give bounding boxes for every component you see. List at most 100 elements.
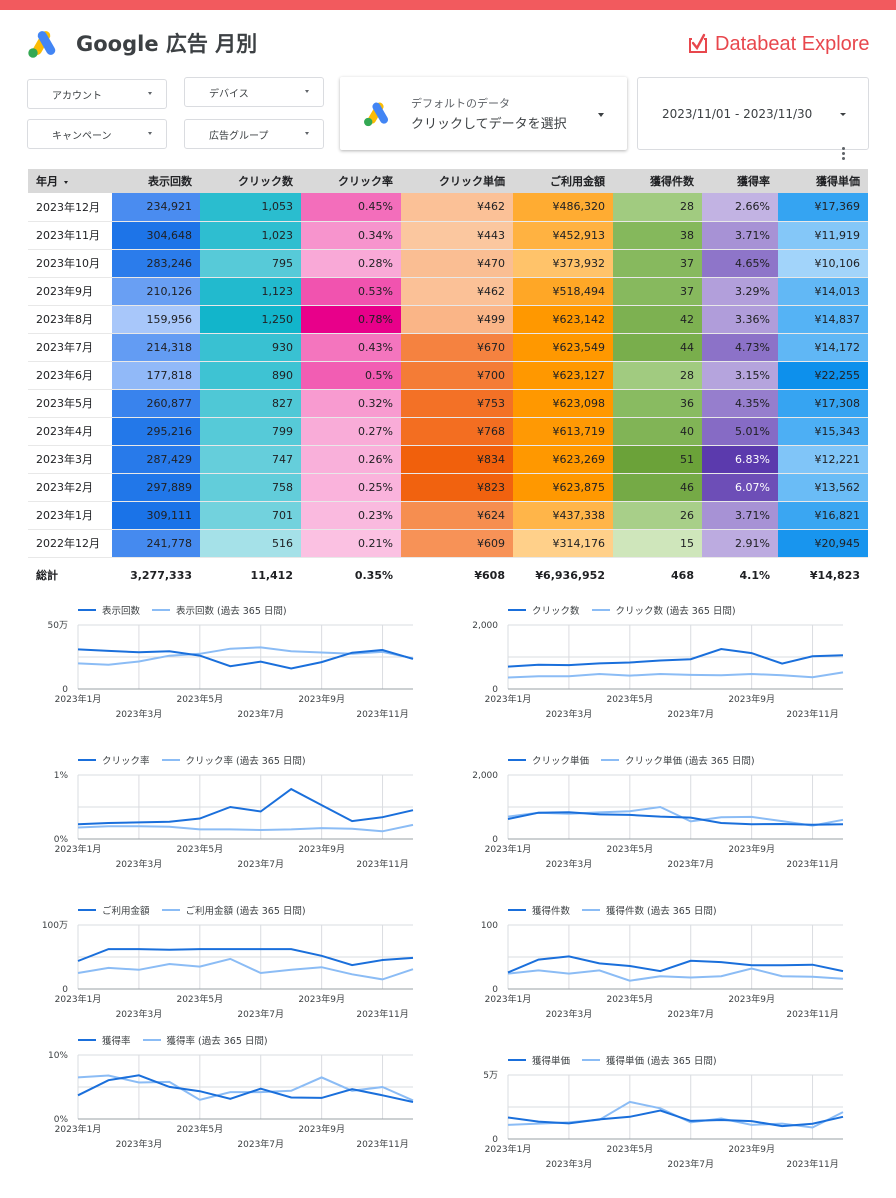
series-previous-line[interactable]: [507, 671, 844, 679]
total-cell: 468: [613, 557, 702, 593]
account-filter[interactable]: アカウント: [27, 79, 167, 109]
table-cell: 4.35%: [702, 389, 778, 418]
legend-swatch: [161, 909, 180, 911]
chart-legend: 表示回数 表示回数 (過去 365 日間): [78, 603, 299, 617]
legend-swatch: [508, 1059, 526, 1061]
table-row: 2023年9月 210,126 1,123 0.53% ¥462 ¥518,494 37 3.…: [28, 277, 868, 306]
table-row: 2023年5月 260,877 827 0.32% ¥753 ¥623,098 36 4.35…: [28, 389, 868, 418]
table-cell: 3.36%: [702, 305, 778, 334]
series-previous-line[interactable]: [507, 805, 844, 827]
series-previous-line[interactable]: [77, 823, 414, 833]
x-tick-label: 2023年7月: [667, 858, 714, 870]
series-previous-line[interactable]: [77, 646, 414, 666]
data-source-select-label: クリックしてデータを選択: [411, 117, 567, 132]
total-cell: 3,277,333: [112, 557, 200, 593]
adgroup-filter[interactable]: 広告グループ: [184, 119, 324, 149]
legend-item[interactable]: 獲得件数 (過去 365 日間): [582, 903, 717, 917]
series-current-line[interactable]: [507, 955, 844, 974]
table-cell: 0.21%: [301, 529, 401, 558]
row-month-cell: 2023年5月: [28, 389, 112, 418]
table-cell: 28: [613, 361, 702, 390]
table-cell: 6.83%: [702, 445, 778, 474]
series-current-line[interactable]: [507, 1109, 844, 1128]
legend-item[interactable]: 表示回数: [78, 603, 140, 617]
x-tick-label: 2023年7月: [237, 708, 284, 720]
y-tick-label: 100: [481, 921, 498, 931]
table-cell: 283,246: [112, 249, 200, 278]
legend-item[interactable]: クリック数 (過去 365 日間): [591, 603, 736, 617]
legend-label: クリック単価: [532, 756, 590, 767]
column-header-conversions[interactable]: 獲得件数: [613, 169, 702, 193]
google-ads-icon: [364, 102, 388, 127]
y-tick-label: 10%: [48, 1051, 68, 1061]
legend-item[interactable]: 獲得率: [78, 1033, 131, 1047]
legend-item[interactable]: 表示回数 (過去 365 日間): [152, 603, 287, 617]
legend-item[interactable]: 獲得件数: [508, 903, 570, 917]
top-accent-bar: [0, 0, 896, 10]
row-month-cell: 2022年12月: [28, 529, 112, 558]
date-range-picker[interactable]: 2023/11/01 - 2023/11/30: [637, 77, 869, 150]
table-cell: 309,111: [112, 501, 200, 530]
legend-item[interactable]: 獲得単価 (過去 365 日間): [582, 1053, 717, 1067]
table-row: 2022年12月 241,778 516 0.21% ¥609 ¥314,176 15 2.9…: [28, 529, 868, 558]
total-cell: 11,412: [200, 557, 301, 593]
x-tick-label: 2023年7月: [237, 858, 284, 870]
series-previous-line[interactable]: [507, 967, 844, 982]
kebab-menu-icon[interactable]: [840, 147, 846, 163]
column-header-impressions[interactable]: 表示回数: [112, 169, 200, 193]
chart-legend: 獲得単価 獲得単価 (過去 365 日間): [508, 1053, 729, 1067]
legend-item[interactable]: クリック数: [508, 603, 580, 617]
series-current-line[interactable]: [77, 948, 414, 967]
table-cell: 304,648: [112, 221, 200, 250]
legend-item[interactable]: クリック率: [78, 753, 150, 767]
legend-item[interactable]: 獲得単価: [508, 1053, 570, 1067]
chevron-down-icon: [305, 90, 309, 93]
campaign-filter[interactable]: キャンペーン: [27, 119, 167, 149]
x-tick-label: 2023年3月: [116, 1008, 163, 1020]
table-cell: 42: [613, 305, 702, 334]
series-current-line[interactable]: [77, 1074, 414, 1103]
column-header-cpa[interactable]: 獲得単価: [778, 169, 868, 193]
table-cell: ¥623,549: [513, 333, 613, 362]
brand-name: Databeat Explore: [715, 32, 870, 55]
y-tick-label: 5万: [483, 1071, 498, 1081]
data-source-selector[interactable]: デフォルトのデータ クリックしてデータを選択: [340, 77, 627, 150]
legend-item[interactable]: ご利用金額: [78, 903, 150, 917]
series-previous-line[interactable]: [77, 957, 414, 981]
table-cell: 3.71%: [702, 221, 778, 250]
table-cell: ¥14,013: [778, 277, 868, 306]
legend-item[interactable]: クリック単価: [508, 753, 589, 767]
legend-item[interactable]: 獲得率 (過去 365 日間): [142, 1033, 268, 1047]
table-cell: ¥14,837: [778, 305, 868, 334]
x-tick-label: 2023年7月: [667, 1158, 714, 1170]
device-filter[interactable]: デバイス: [184, 77, 324, 107]
account-filter-label: アカウント: [52, 90, 102, 102]
legend-item[interactable]: クリック率 (過去 365 日間): [161, 753, 306, 767]
chart-cvr: 獲得率 獲得率 (過去 365 日間) 10% 0% 2023年1月 2023年5月 202…: [28, 1033, 428, 1155]
column-header-cpc[interactable]: クリック単価: [401, 169, 513, 193]
series-current-line[interactable]: [77, 787, 414, 826]
table-cell: ¥753: [401, 389, 513, 418]
series-current-line[interactable]: [507, 811, 844, 826]
y-tick-label: 50万: [48, 621, 68, 631]
table-cell: 799: [200, 417, 301, 446]
series-current-line[interactable]: [507, 647, 844, 668]
x-tick-label: 2023年7月: [667, 708, 714, 720]
y-tick-label: 2,000: [472, 621, 498, 631]
series-current-line[interactable]: [77, 648, 414, 670]
table-cell: ¥499: [401, 305, 513, 334]
series-previous-line[interactable]: [77, 1074, 414, 1102]
column-header-clicks[interactable]: クリック数: [200, 169, 301, 193]
legend-item[interactable]: クリック単価 (過去 365 日間): [601, 753, 755, 767]
table-row: 2023年8月 159,956 1,250 0.78% ¥499 ¥623,142 42 3.…: [28, 305, 868, 334]
table-row: 2023年6月 177,818 890 0.5% ¥700 ¥623,127 28 3.15%…: [28, 361, 868, 390]
column-header-month[interactable]: 年月: [28, 169, 112, 193]
column-header-cvr[interactable]: 獲得率: [702, 169, 778, 193]
table-cell: ¥22,255: [778, 361, 868, 390]
column-header-cost[interactable]: ご利用金額: [513, 169, 613, 193]
column-header-ctr[interactable]: クリック率: [301, 169, 401, 193]
table-cell: 0.45%: [301, 193, 401, 222]
table-cell: ¥373,932: [513, 249, 613, 278]
legend-item[interactable]: ご利用金額 (過去 365 日間): [161, 903, 306, 917]
